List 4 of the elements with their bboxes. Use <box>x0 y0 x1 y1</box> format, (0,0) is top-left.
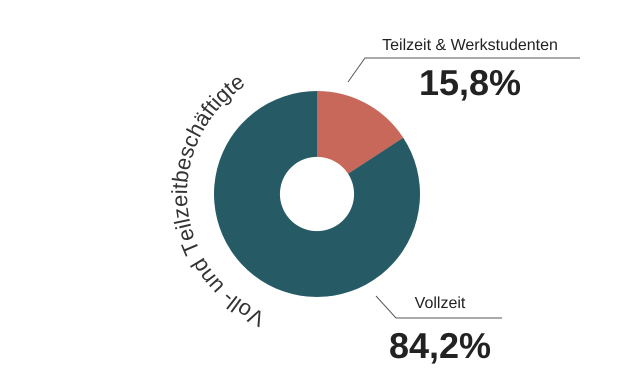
slice-label: Teilzeit & Werkstudenten <box>382 37 558 54</box>
slice-label: Vollzeit <box>414 295 466 312</box>
data-label: 15,8% <box>418 62 522 103</box>
data-label: 84,2% <box>388 325 492 366</box>
